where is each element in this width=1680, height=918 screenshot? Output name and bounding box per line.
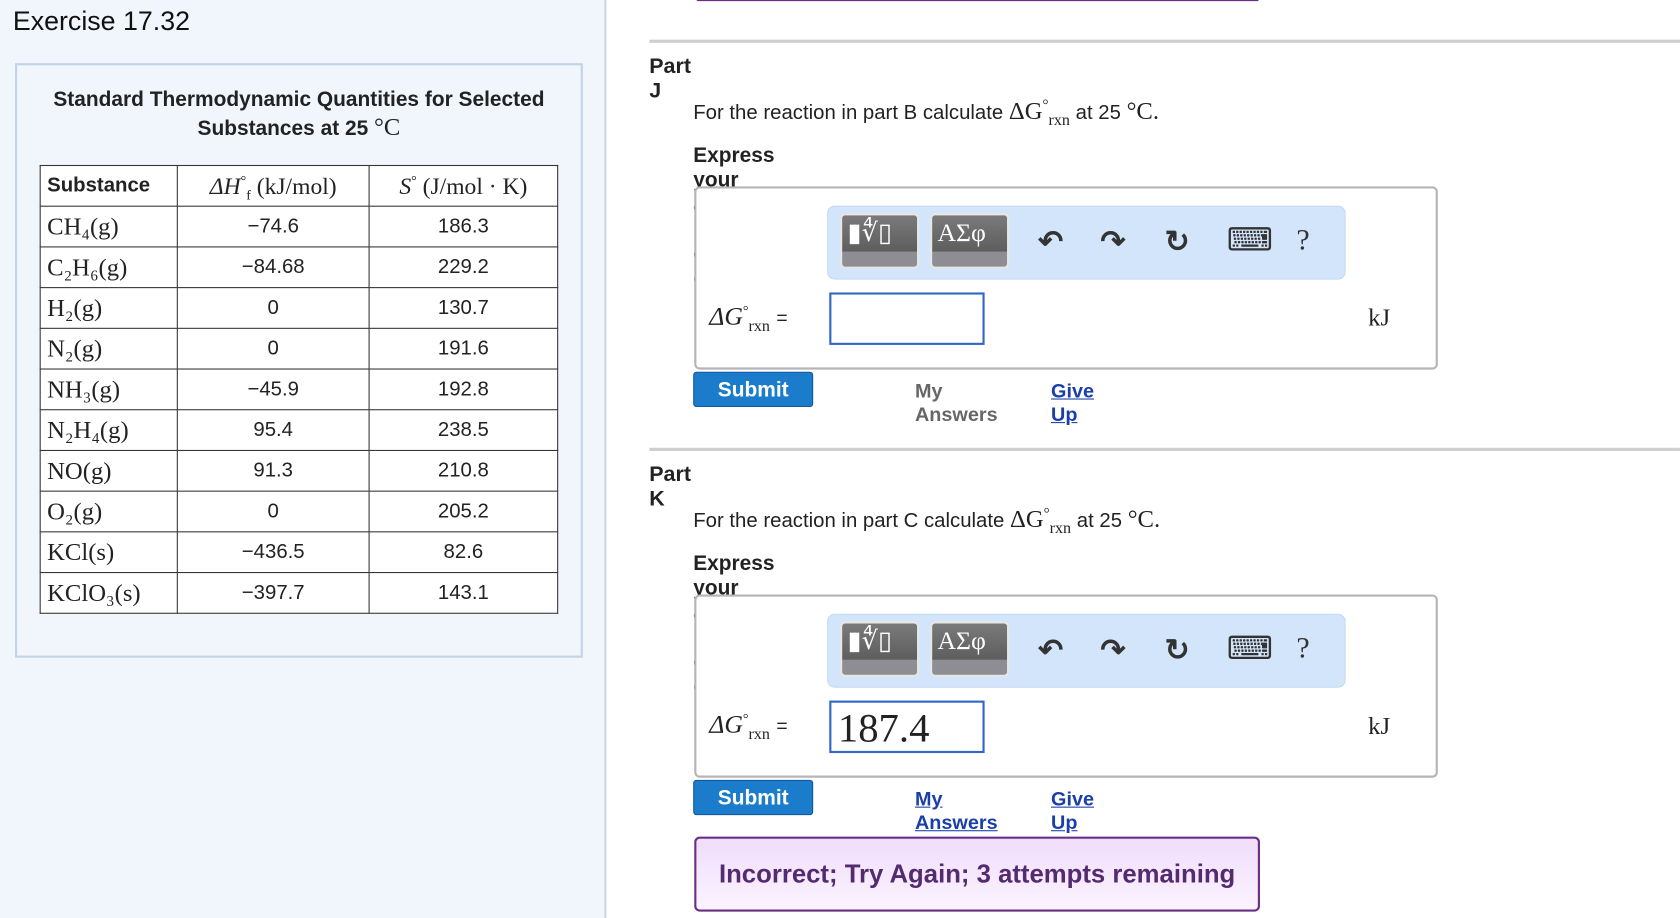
my-answers-link[interactable]: My Answers [914,379,998,426]
substance-cell: KClO₃(s) [39,572,178,614]
question-text: For the reaction in part B calculate ΔG°… [693,97,1160,130]
math-toolbar: ▮∜▯ AΣφ ↶ ↷ ↻ ⌨ ? [827,613,1346,688]
table-title-line1: Standard Thermodynamic Quantities for Se… [53,87,545,112]
enthalpy-cell: −397.7 [176,572,370,614]
part-title: Part K [649,462,691,511]
table-row: CH₄(g) −74.6 186.3 [39,205,559,248]
data-table-panel: Standard Thermodynamic Quantities for Se… [14,63,583,658]
table-row: KClO₃(s) −397.7 143.1 [39,572,559,614]
previous-feedback-edge [696,0,1259,2]
header-enthalpy: ΔH°f (kJ/mol) [176,164,370,207]
table-row: KCl(s) −436.5 82.6 [39,531,559,574]
reset-icon[interactable]: ↻ [1164,224,1190,259]
enthalpy-cell: −84.68 [176,246,370,289]
question-text: For the reaction in part C calculate ΔG°… [693,505,1161,538]
my-answers-link[interactable]: My Answers [914,787,998,834]
unit-label: kJ [1368,712,1391,740]
entropy-cell: 205.2 [368,490,559,533]
feedback-message: Incorrect; Try Again; 3 attempts remaini… [694,836,1260,912]
table-title: Standard Thermodynamic Quantities for Se… [17,87,581,143]
answer-input[interactable] [829,292,985,345]
answer-label: ΔG°rxn = [709,710,788,744]
entropy-cell: 192.8 [368,368,559,411]
help-icon[interactable]: ? [1296,632,1310,666]
templates-button[interactable]: ▮∜▯ [839,213,920,269]
answer-input[interactable]: 187.4 [829,700,985,754]
greek-symbols-button[interactable]: AΣφ [929,213,1010,269]
exercise-title: Exercise 17.32 [12,6,191,37]
substance-cell: NH₃(g) [39,368,178,411]
templates-button[interactable]: ▮∜▯ [839,621,920,677]
undo-icon[interactable]: ↶ [1038,224,1064,259]
give-up-link[interactable]: Give Up [1051,379,1095,426]
redo-icon[interactable]: ↷ [1100,224,1126,259]
enthalpy-cell: 95.4 [176,409,370,451]
keyboard-icon[interactable]: ⌨ [1226,222,1274,259]
table-row: O₂(g) 0 205.2 [39,490,559,533]
entropy-cell: 143.1 [368,572,559,614]
enthalpy-cell: 0 [176,490,370,533]
table-title-unit: °C [374,113,401,141]
substance-cell: CH₄(g) [39,205,178,248]
entropy-cell: 238.5 [368,409,559,451]
enthalpy-cell: 0 [176,327,370,370]
greek-symbols-button[interactable]: AΣφ [929,621,1010,677]
give-up-link[interactable]: Give Up [1051,787,1095,834]
submit-button[interactable]: Submit [693,779,814,816]
entropy-cell: 186.3 [368,205,559,248]
undo-icon[interactable]: ↶ [1038,633,1064,667]
enthalpy-cell: 0 [176,287,370,329]
substance-cell: NO(g) [39,449,178,492]
header-entropy: S° (J/mol · K) [368,164,559,207]
help-icon[interactable]: ? [1296,223,1310,258]
substance-cell: KCl(s) [39,531,178,574]
answer-label: ΔG°rxn = [709,302,788,336]
part-divider [649,39,1680,43]
table-row: N₂(g) 0 191.6 [39,327,559,370]
header-substance: Substance [39,164,178,207]
enthalpy-cell: −436.5 [176,531,370,574]
enthalpy-cell: −45.9 [176,368,370,411]
reset-icon[interactable]: ↻ [1164,633,1190,667]
substance-cell: H₂(g) [39,287,178,329]
entropy-cell: 82.6 [368,531,559,574]
unit-label: kJ [1368,304,1391,332]
entropy-cell: 191.6 [368,327,559,370]
substance-cell: C₂H₆(g) [39,246,178,289]
part-title: Part J [649,54,691,103]
answer-box: ▮∜▯ AΣφ ↶ ↷ ↻ ⌨ ? ΔG°rxn = kJ [694,186,1438,370]
entropy-cell: 229.2 [368,246,559,289]
table-row: N₂H₄(g) 95.4 238.5 [39,409,559,451]
entropy-cell: 210.8 [368,449,559,492]
table-row: NH₃(g) −45.9 192.8 [39,368,559,411]
substance-cell: O₂(g) [39,490,178,533]
table-row: C₂H₆(g) −84.68 229.2 [39,246,559,289]
answer-box: ▮∜▯ AΣφ ↶ ↷ ↻ ⌨ ? ΔG°rxn = 187.4 kJ [694,594,1438,778]
substance-cell: N₂(g) [39,327,178,370]
table-header-row: Substance ΔH°f (kJ/mol) S° (J/mol · K) [39,164,559,207]
substance-cell: N₂H₄(g) [39,409,178,451]
entropy-cell: 130.7 [368,287,559,329]
table-title-line2: Substances at 25 [197,116,369,141]
keyboard-icon[interactable]: ⌨ [1226,630,1274,667]
redo-icon[interactable]: ↷ [1100,633,1126,667]
enthalpy-cell: 91.3 [176,449,370,492]
table-row: NO(g) 91.3 210.8 [39,449,559,492]
thermo-table: Substance ΔH°f (kJ/mol) S° (J/mol · K) C… [39,164,559,614]
left-panel: Exercise 17.32 Standard Thermodynamic Qu… [0,0,607,918]
submit-button[interactable]: Submit [693,371,814,408]
part-divider [649,447,1680,451]
table-row: H₂(g) 0 130.7 [39,287,559,329]
math-toolbar: ▮∜▯ AΣφ ↶ ↷ ↻ ⌨ ? [827,205,1346,280]
enthalpy-cell: −74.6 [176,205,370,248]
